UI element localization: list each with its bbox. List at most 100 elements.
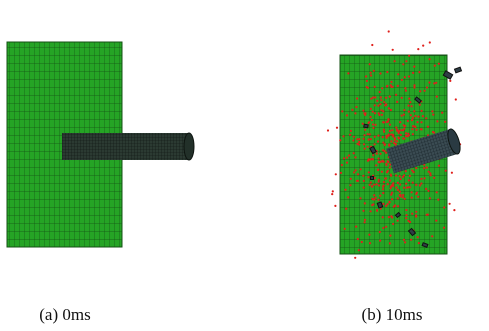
debris-dot (429, 58, 431, 60)
debris-dot (392, 182, 394, 184)
debris-dot (388, 134, 390, 136)
debris-dot (342, 135, 344, 137)
debris-dot (378, 184, 380, 186)
debris-dot (406, 214, 408, 216)
debris-dot (346, 114, 348, 116)
debris-dot (385, 205, 387, 207)
debris-dot (436, 191, 438, 193)
debris-dot (369, 184, 371, 186)
debris-dot (363, 134, 365, 136)
debris-dot (379, 153, 381, 155)
debris-dot (423, 177, 425, 179)
debris-dot (405, 60, 407, 62)
debris-dot (405, 183, 407, 185)
debris-dot (411, 119, 413, 121)
debris-dot (389, 235, 391, 237)
debris-dot (368, 122, 370, 124)
debris-dot (370, 181, 372, 183)
debris-dot (396, 140, 398, 142)
debris-dot (371, 204, 373, 206)
debris-dot (413, 84, 415, 86)
debris-dot (392, 223, 394, 225)
debris-dot (402, 63, 404, 65)
debris-dot (414, 115, 416, 117)
debris-dot (387, 160, 389, 162)
debris-dot (436, 96, 438, 98)
debris-dot (418, 242, 420, 244)
debris-dot (366, 80, 368, 82)
debris-dot (386, 121, 388, 123)
debris-dot (409, 175, 411, 177)
debris-dot (341, 164, 343, 166)
caption: (a) 0ms (39, 305, 90, 324)
debris-dot (335, 173, 337, 175)
debris-dot (413, 110, 415, 112)
debris-dot (372, 158, 374, 160)
debris-dot (385, 152, 387, 154)
debris-dot (401, 79, 403, 81)
debris-dot (379, 72, 381, 74)
debris-dot (380, 99, 382, 101)
debris-dot (455, 98, 457, 100)
debris-dot (374, 86, 376, 88)
debris-dot (388, 30, 390, 32)
debris-dot (388, 201, 390, 203)
debris-dot (408, 111, 410, 113)
debris-dot (365, 75, 367, 77)
debris-dot (390, 140, 392, 142)
debris-dot (402, 196, 404, 198)
debris-dot (415, 216, 417, 218)
debris-dot (399, 175, 401, 177)
debris-dot (354, 156, 356, 158)
debris-dot (386, 85, 388, 87)
debris-dot (408, 105, 410, 107)
debris-dot (349, 134, 351, 136)
debris-dot (384, 143, 386, 145)
debris-dot (369, 242, 371, 244)
debris-dot (389, 179, 391, 181)
debris-dot (427, 190, 429, 192)
figure: (a) 0ms (b) 10ms (0, 0, 489, 331)
debris-dot (387, 119, 389, 121)
debris-dot (417, 236, 419, 238)
debris-dot (382, 149, 384, 151)
debris-dot (408, 75, 410, 77)
debris-dot (336, 127, 338, 129)
projectile-end (184, 133, 194, 160)
debris-dot (422, 45, 424, 47)
debris-dot (404, 87, 406, 89)
debris-dot (345, 208, 347, 210)
debris-dot (370, 72, 372, 74)
debris-dot (349, 184, 351, 186)
debris-dot (398, 137, 400, 139)
debris-dot (387, 203, 389, 205)
debris-dot (350, 130, 352, 132)
debris-dot (404, 198, 406, 200)
debris-dot (389, 124, 391, 126)
debris-dot (429, 41, 431, 43)
debris-dot (378, 112, 380, 114)
debris-dot (407, 186, 409, 188)
debris-dot (427, 214, 429, 216)
debris-dot (430, 174, 432, 176)
debris-dot (389, 242, 391, 244)
debris-dot (434, 65, 436, 67)
debris-dot (420, 178, 422, 180)
debris-dot (421, 128, 423, 130)
debris-dot (348, 154, 350, 156)
debris-dot (404, 125, 406, 127)
debris-dot (409, 186, 411, 188)
debris-dot (433, 177, 435, 179)
debris-dot (393, 142, 395, 144)
debris-dot (364, 129, 366, 131)
debris-dot (390, 215, 392, 217)
debris-dot (357, 180, 359, 182)
debris-dot (372, 123, 374, 125)
debris-dot (381, 114, 383, 116)
debris-dot (395, 174, 397, 176)
debris-dot (395, 126, 397, 128)
debris-dot (391, 192, 393, 194)
debris-dot (341, 110, 343, 112)
debris-dot (383, 185, 385, 187)
debris-dot (405, 209, 407, 211)
